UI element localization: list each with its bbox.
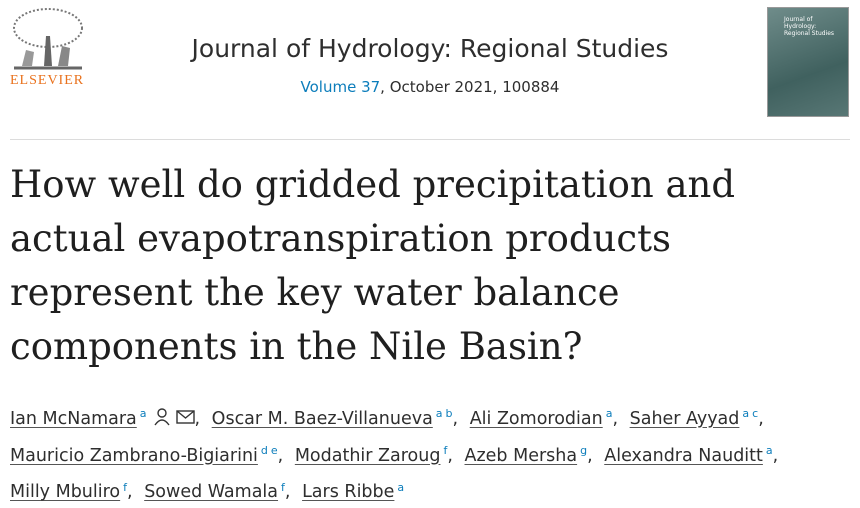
publisher-logo[interactable] <box>8 6 88 72</box>
affiliation[interactable]: f <box>123 480 128 494</box>
author: Sowed Wamala f, <box>144 480 296 503</box>
author: Mauricio Zambrano-Bigiarini d e, <box>10 443 289 466</box>
affiliation[interactable]: c <box>752 407 759 420</box>
journal-name[interactable]: Journal of Hydrology: Regional Studies <box>191 34 669 63</box>
separator: , <box>587 445 593 466</box>
author-name[interactable]: Saher Ayyad <box>629 408 740 429</box>
author: Oscar M. Baez-Villanueva a b, <box>211 407 464 429</box>
volume-line: Volume 37, October 2021, 100884 <box>0 78 860 96</box>
author-name[interactable]: Sowed Wamala <box>144 482 279 503</box>
separator: , <box>758 408 764 429</box>
author-name[interactable]: Modathir Zaroug <box>294 445 441 466</box>
affiliation[interactable]: a <box>605 407 613 420</box>
affiliation[interactable]: a <box>765 443 773 457</box>
separator: , <box>447 445 453 466</box>
header: ELSEVIER Journal of Hydrology: Regional … <box>0 0 860 140</box>
author: Alexandra Nauditt a, <box>604 443 784 466</box>
article-title: How well do gridded precipitation and ac… <box>10 163 736 368</box>
affiliation[interactable]: d <box>260 443 268 457</box>
affiliation[interactable]: b <box>445 407 453 420</box>
affiliation[interactable]: f <box>443 443 448 457</box>
affiliation[interactable]: a <box>742 407 750 420</box>
author-list: Ian McNamara a, Oscar M. Baez-Villanueva a… <box>10 398 790 508</box>
separator: , <box>127 482 133 503</box>
author-name[interactable]: Ian McNamara <box>10 408 137 429</box>
cover-title: Journal of Hydrology: Regional Studies <box>784 16 835 37</box>
author: Ali Zomorodian a, <box>469 407 624 429</box>
author-name[interactable]: Alexandra Nauditt <box>604 445 763 466</box>
separator: , <box>284 482 291 503</box>
author: Milly Mbuliro f, <box>10 480 139 503</box>
affiliation[interactable]: f <box>281 480 285 494</box>
journal-cover[interactable]: Journal of Hydrology: Regional Studies <box>767 7 849 117</box>
author: Ian McNamara a, <box>10 407 206 429</box>
separator: , <box>612 408 619 429</box>
author: Azeb Mersha g, <box>464 443 599 466</box>
affiliation[interactable]: g <box>580 443 588 457</box>
affiliation[interactable]: a <box>139 407 147 420</box>
issue-info: , October 2021, 100884 <box>380 78 560 96</box>
divider <box>10 139 850 140</box>
author: Modathir Zaroug f, <box>294 443 459 466</box>
author-name[interactable]: Lars Ribbe <box>302 482 395 503</box>
volume-link[interactable]: Volume 37 <box>300 78 381 96</box>
contact-icons[interactable] <box>153 408 195 426</box>
separator: , <box>277 445 284 466</box>
author-name[interactable]: Azeb Mersha <box>464 445 578 466</box>
author-name[interactable]: Ali Zomorodian <box>469 408 603 429</box>
author-name[interactable]: Mauricio Zambrano-Bigiarini <box>10 445 258 466</box>
separator: , <box>772 445 779 466</box>
author-name[interactable]: Oscar M. Baez-Villanueva <box>211 408 433 429</box>
separator: , <box>194 408 201 429</box>
publisher-name: ELSEVIER <box>10 73 85 88</box>
affiliation[interactable]: a <box>397 480 405 494</box>
separator: , <box>452 408 459 429</box>
author-name[interactable]: Milly Mbuliro <box>10 482 121 503</box>
affiliation[interactable]: e <box>270 443 278 457</box>
author: Saher Ayyad a c, <box>629 407 770 429</box>
affiliation[interactable]: a <box>435 407 443 420</box>
author: Lars Ribbe a <box>302 480 405 503</box>
